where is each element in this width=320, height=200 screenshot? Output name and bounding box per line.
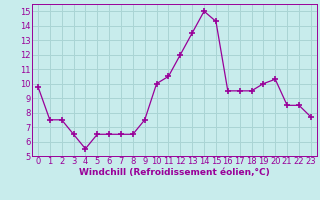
X-axis label: Windchill (Refroidissement éolien,°C): Windchill (Refroidissement éolien,°C) (79, 168, 270, 177)
